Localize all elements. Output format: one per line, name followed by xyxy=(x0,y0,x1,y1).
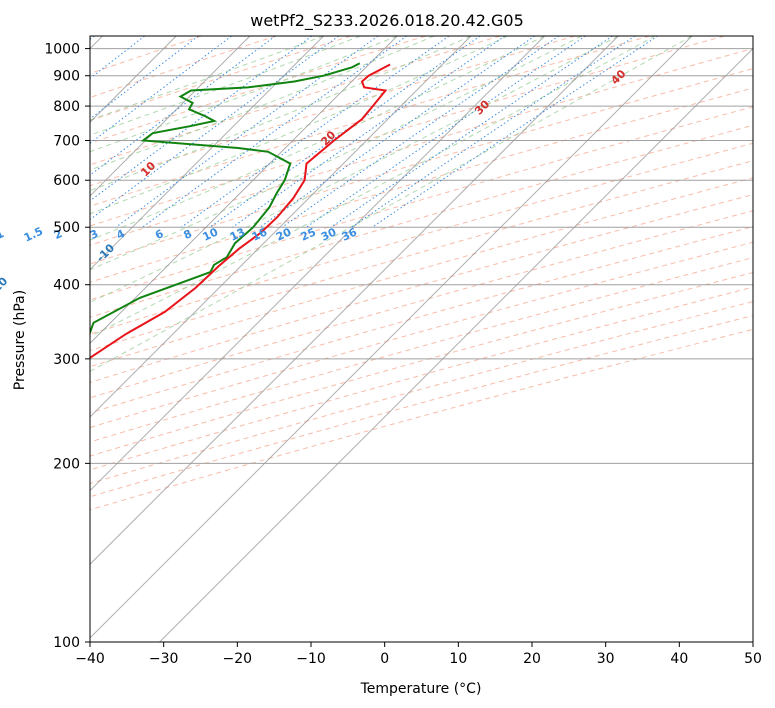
mixing-ratio-label: 1 xyxy=(0,227,6,242)
dry-adiabat-line xyxy=(90,68,753,265)
y-tick-label: 600 xyxy=(53,173,80,189)
sounding-profiles xyxy=(90,62,391,360)
x-axis-label: Temperature (°C) xyxy=(360,681,482,697)
y-tick-label: 100 xyxy=(53,635,80,651)
mixing-ratio-line xyxy=(90,36,339,221)
dry-adiabat-line xyxy=(90,193,753,383)
dry-adiabat-line xyxy=(90,226,753,414)
mixing-ratio-line xyxy=(115,36,379,228)
isotherm-line xyxy=(90,36,472,418)
temperature-profile-line xyxy=(90,63,391,360)
x-tick-label: −30 xyxy=(149,651,179,667)
x-tick-label: 50 xyxy=(744,651,762,667)
y-tick-label: 500 xyxy=(53,220,80,236)
mixing-ratio-label: 25 xyxy=(299,225,318,243)
plot-frame xyxy=(89,35,754,643)
y-axis-ticks: 100 200 300 400 500 600 700 800 900 1000 xyxy=(44,42,90,651)
x-tick-label: 10 xyxy=(449,651,467,667)
dry-adiabat-line xyxy=(90,36,725,227)
y-tick-label: 300 xyxy=(53,352,80,368)
mixing-ratio-line xyxy=(330,36,613,228)
mixing-ratio-line xyxy=(281,36,560,228)
x-tick-label: 20 xyxy=(523,651,541,667)
x-tick-label: −10 xyxy=(296,651,326,667)
isotherm-line xyxy=(90,36,545,492)
background-lines xyxy=(90,36,753,642)
isotherm-line xyxy=(90,36,619,565)
mixing-ratio-label: 36 xyxy=(340,225,360,243)
mixing-ratio-line xyxy=(142,36,408,228)
mixing-ratio-line xyxy=(351,36,636,228)
dewpoint-profile-line xyxy=(90,62,361,336)
x-tick-label: 30 xyxy=(597,651,615,667)
isotherm-label: -20 xyxy=(0,274,11,297)
dry-adiabat-line xyxy=(90,286,753,471)
dry-adiabat-line xyxy=(90,177,753,368)
mixing-ratio-line xyxy=(181,36,450,228)
isotherm-line xyxy=(90,36,398,344)
moist-adiabat-line xyxy=(90,36,435,171)
mixing-ratio-line xyxy=(90,36,199,120)
dry-adiabat-line xyxy=(90,36,650,207)
mixing-ratio-line xyxy=(209,36,481,228)
mixing-ratio-label: 10 xyxy=(201,225,221,243)
dry-adiabat-line xyxy=(90,328,753,511)
mixing-ratio-line xyxy=(232,36,506,228)
mixing-ratio-label: 30 xyxy=(319,225,339,243)
moist-adiabat-line xyxy=(90,36,398,153)
x-axis-ticks: −40 −30 −20 −10 0 10 20 30 40 50 xyxy=(75,642,762,667)
dry-adiabat-line xyxy=(90,48,753,246)
isotherm-line xyxy=(90,36,693,639)
dry-adiabat-line xyxy=(90,241,753,429)
y-tick-label: 900 xyxy=(53,69,80,85)
isotherm-line xyxy=(90,36,324,271)
x-tick-label: 40 xyxy=(670,651,688,667)
y-tick-label: 400 xyxy=(53,278,80,294)
mixing-ratio-label: 20 xyxy=(274,225,294,243)
y-tick-label: 700 xyxy=(53,133,80,149)
y-tick-label: 800 xyxy=(53,99,80,115)
mixing-ratio-label: 16 xyxy=(250,225,270,243)
chart-title: wetPf2_S233.2026.018.20.42.G05 xyxy=(250,11,524,31)
y-axis-label: Pressure (hPa) xyxy=(12,290,28,390)
isotherm-line xyxy=(159,47,753,642)
x-tick-label: −40 xyxy=(75,651,105,667)
mixing-ratio-label: 13 xyxy=(228,225,247,243)
y-tick-label: 200 xyxy=(53,456,80,472)
y-tick-label: 1000 xyxy=(44,42,80,58)
x-tick-label: 0 xyxy=(380,651,389,667)
x-tick-label: −20 xyxy=(223,651,253,667)
